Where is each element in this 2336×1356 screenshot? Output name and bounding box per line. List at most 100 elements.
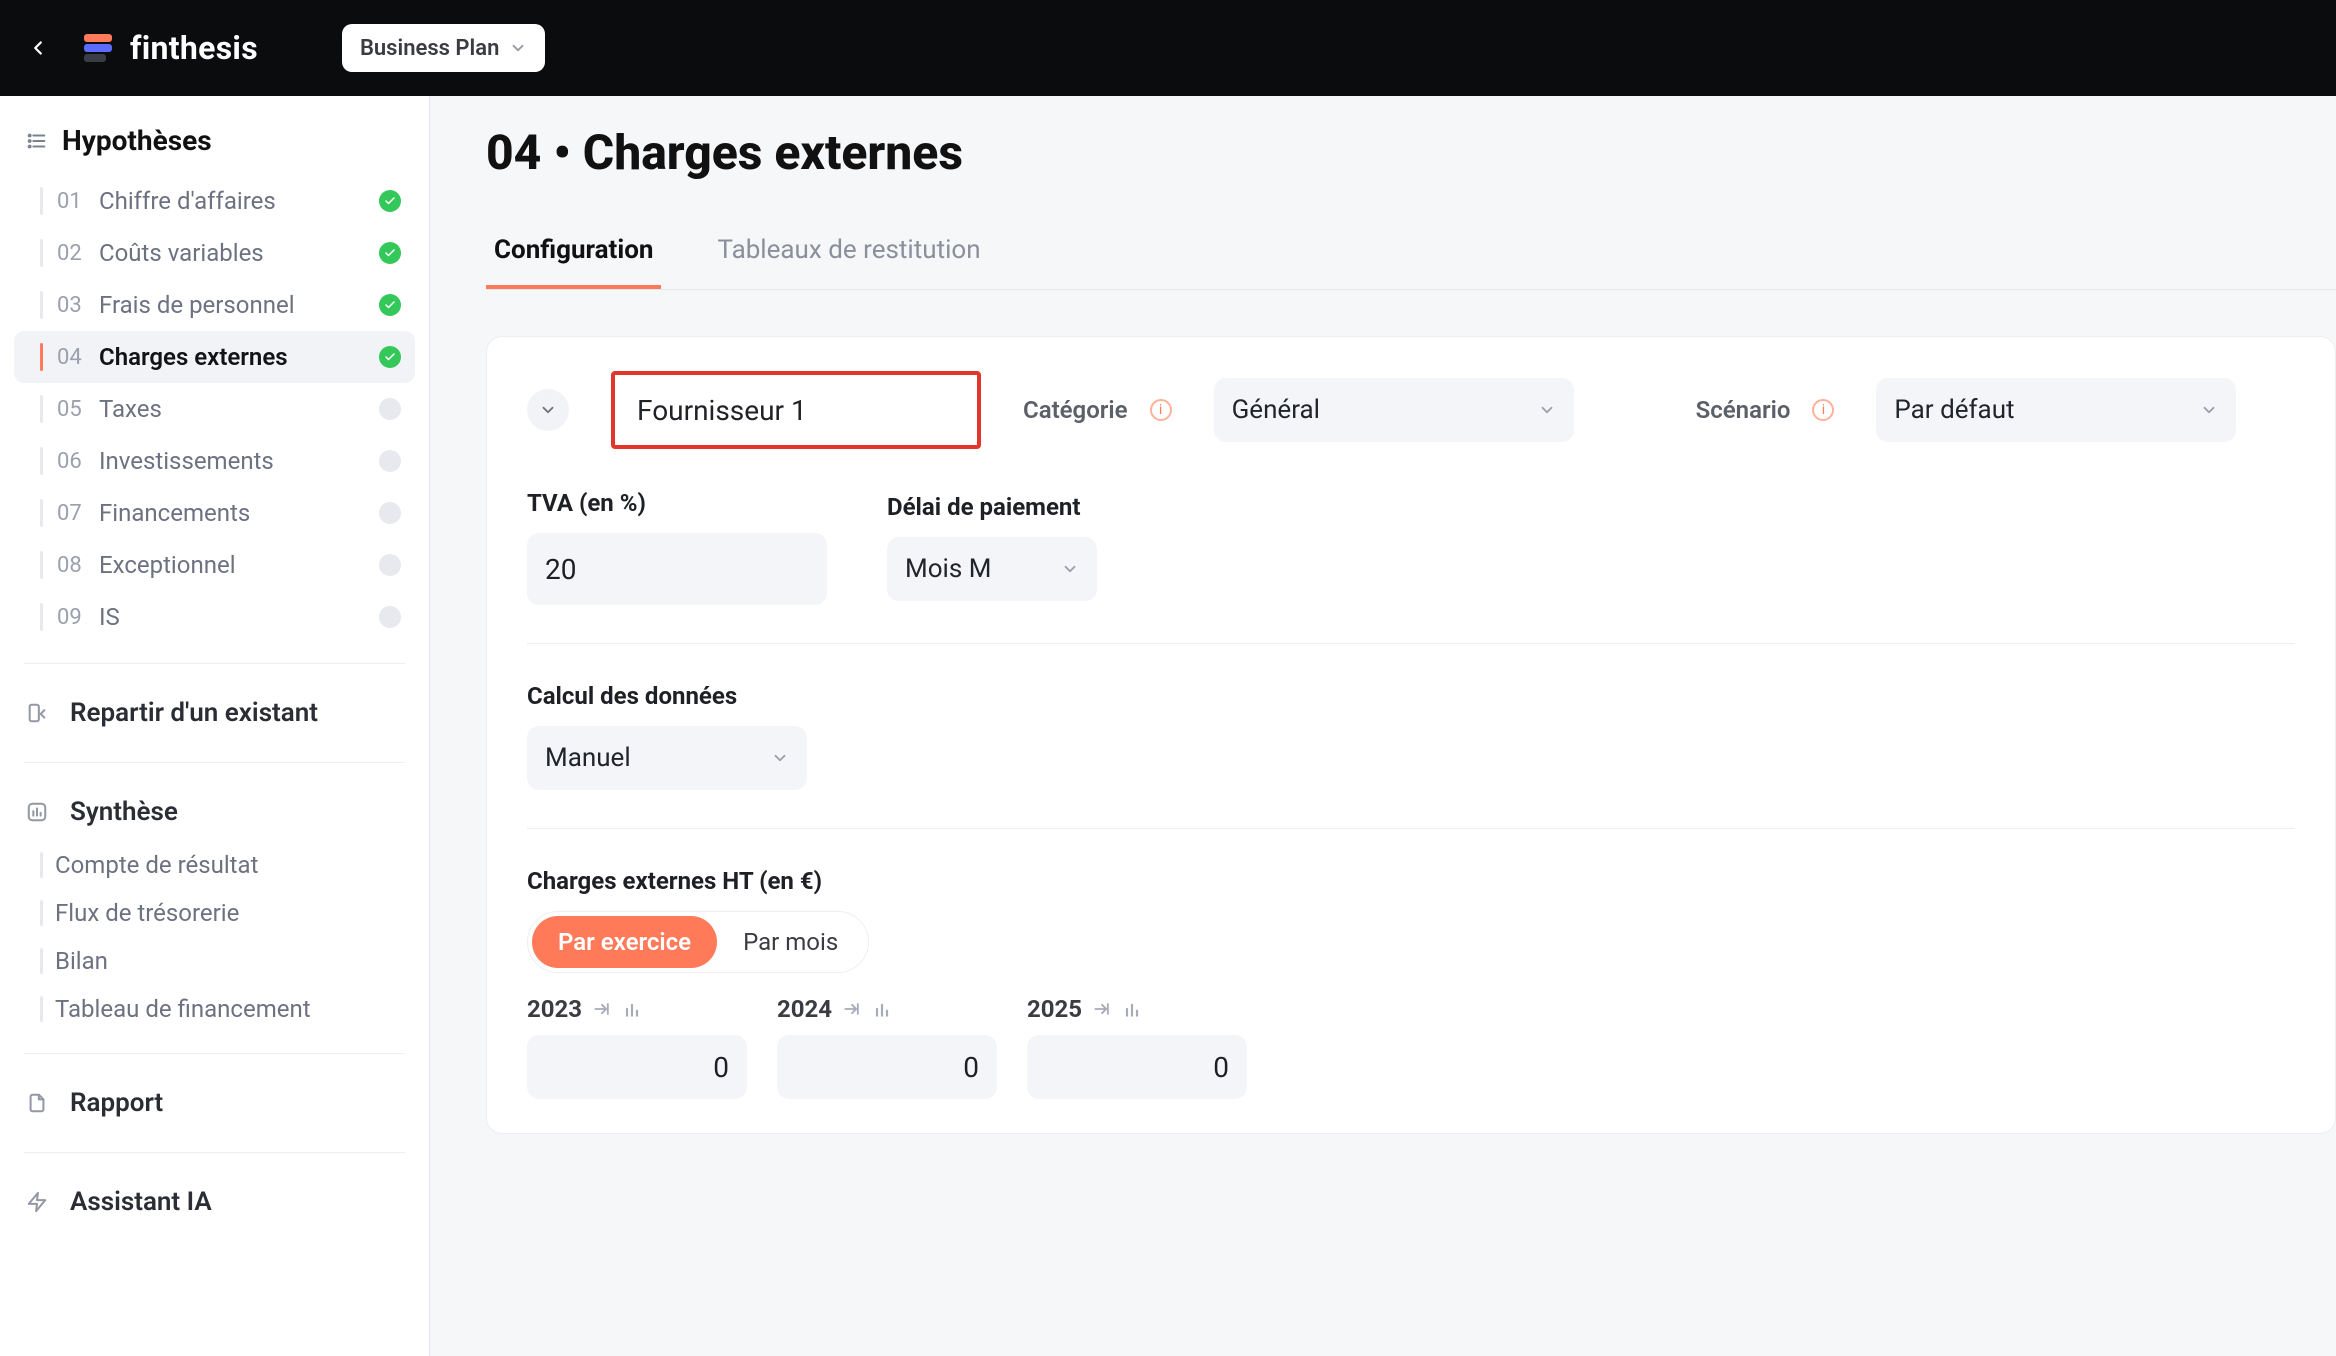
delai-select[interactable]: Mois M: [887, 537, 1097, 601]
year-value: 0: [963, 1051, 979, 1084]
sidebar-synth-label: Bilan: [55, 947, 108, 975]
sidebar-item-bar: [40, 551, 43, 579]
sidebar-synthese-link[interactable]: Synthèse: [14, 783, 415, 841]
collapse-toggle[interactable]: [527, 389, 569, 431]
status-badge-icon: [379, 294, 401, 316]
delai-value: Mois M: [905, 554, 991, 584]
sidebar-item-label: Taxes: [99, 395, 162, 423]
sidebar-item-label: Investissements: [99, 447, 274, 475]
scenario-label: Scénario: [1696, 396, 1791, 424]
year-value-input[interactable]: 0: [777, 1035, 997, 1099]
sidebar-item-bar: [40, 187, 43, 215]
sidebar-item-bar: [40, 291, 43, 319]
sidebar-item-09[interactable]: 09IS: [14, 591, 415, 643]
sidebar-synthese-title: Synthèse: [70, 797, 178, 827]
tab-configuration[interactable]: Configuration: [486, 221, 661, 289]
sidebar-item-num: 03: [57, 293, 85, 318]
sidebar-item-num: 05: [57, 397, 85, 422]
sidebar-item-05[interactable]: 05 Taxes: [14, 383, 415, 435]
tab-restitution[interactable]: Tableaux de restitution: [709, 221, 988, 289]
sidebar-synth-item-2[interactable]: Bilan: [14, 937, 415, 985]
sidebar: Hypothèses 01Chiffre d'affaires02Coûts v…: [0, 96, 430, 1356]
year-value: 0: [713, 1051, 729, 1084]
sidebar-item-num: 08: [57, 553, 85, 578]
delai-label: Délai de paiement: [887, 493, 1097, 521]
sidebar-assistant-link[interactable]: Assistant IA: [14, 1173, 415, 1231]
sidebar-item-label: Chiffre d'affaires: [99, 187, 276, 215]
sidebar-item-label: Charges externes: [99, 343, 288, 371]
year-column-2024: 20240: [777, 995, 997, 1099]
status-badge-icon: [379, 242, 401, 264]
sidebar-divider: [24, 663, 405, 664]
calc-select[interactable]: Manuel: [527, 726, 807, 790]
sidebar-item-03[interactable]: 03Frais de personnel: [14, 279, 415, 331]
info-icon[interactable]: i: [1150, 399, 1172, 421]
plan-dropdown[interactable]: Business Plan: [342, 24, 545, 72]
tva-input[interactable]: 20: [527, 533, 827, 605]
sidebar-synth-label: Tableau de financement: [55, 995, 311, 1023]
year-column-2025: 2025 0: [1027, 995, 1247, 1099]
status-badge-icon: [379, 554, 401, 576]
brand-name: finthesis: [130, 29, 258, 67]
year-label: 2025: [1027, 995, 1082, 1023]
sidebar-item-01[interactable]: 01Chiffre d'affaires: [14, 175, 415, 227]
supplier-name-value: Fournisseur 1: [637, 394, 807, 427]
scenario-select[interactable]: Par défaut: [1876, 378, 2236, 442]
calc-value: Manuel: [545, 743, 631, 773]
sidebar-assistant-label: Assistant IA: [70, 1187, 212, 1217]
import-icon: [26, 702, 54, 724]
sidebar-report-link[interactable]: Rapport: [14, 1074, 415, 1132]
charges-label: Charges externes HT (en €): [527, 867, 2295, 895]
sidebar-item-num: 07: [57, 501, 85, 526]
bars-icon[interactable]: [622, 999, 642, 1019]
page-title: 04 • Charges externes: [486, 124, 2336, 221]
arrow-end-icon[interactable]: [842, 999, 862, 1019]
year-value-input[interactable]: 0: [1027, 1035, 1247, 1099]
sidebar-item-02[interactable]: 02Coûts variables: [14, 227, 415, 279]
sidebar-restart-link[interactable]: Repartir d'un existant: [14, 684, 415, 742]
scenario-value: Par défaut: [1894, 395, 2014, 425]
bars-icon[interactable]: [872, 999, 892, 1019]
sidebar-item-bar: [40, 499, 43, 527]
segment-exercice[interactable]: Par exercice: [532, 916, 717, 968]
sidebar-item-04[interactable]: 04Charges externes: [14, 331, 415, 383]
segment-mois[interactable]: Par mois: [717, 916, 864, 968]
sidebar-item-bar: [40, 343, 43, 371]
charges-segment: Par exercice Par mois: [527, 911, 869, 973]
sidebar-item-06[interactable]: 06 Investissements: [14, 435, 415, 487]
sidebar-item-label: Coûts variables: [99, 239, 264, 267]
sidebar-item-bar: [40, 603, 43, 631]
logo-mark-icon: [80, 30, 116, 66]
card-divider: [527, 828, 2295, 829]
chevron-down-icon: [1061, 560, 1079, 578]
plan-dropdown-label: Business Plan: [360, 36, 499, 61]
back-button[interactable]: [20, 30, 56, 66]
arrow-end-icon[interactable]: [1092, 999, 1112, 1019]
tva-label: TVA (en %): [527, 489, 827, 517]
sidebar-item-num: 06: [57, 449, 85, 474]
bars-icon[interactable]: [1122, 999, 1142, 1019]
main-content: 04 • Charges externes Configuration Tabl…: [430, 96, 2336, 1356]
year-value-input[interactable]: 0: [527, 1035, 747, 1099]
sidebar-item-07[interactable]: 07Financements: [14, 487, 415, 539]
sidebar-synth-item-3[interactable]: Tableau de financement: [14, 985, 415, 1033]
sidebar-divider: [24, 762, 405, 763]
category-label: Catégorie: [1023, 396, 1128, 424]
list-icon: [26, 130, 48, 152]
sidebar-synth-item-1[interactable]: Flux de trésorerie: [14, 889, 415, 937]
sidebar-restart-label: Repartir d'un existant: [70, 698, 318, 728]
sidebar-synth-label: Compte de résultat: [55, 851, 258, 879]
brand-logo: finthesis: [80, 29, 258, 67]
arrow-end-icon[interactable]: [592, 999, 612, 1019]
sidebar-section-title: Hypothèses: [62, 124, 212, 157]
info-icon[interactable]: i: [1812, 399, 1834, 421]
sidebar-item-bar: [40, 395, 43, 423]
tva-value: 20: [545, 553, 576, 586]
sidebar-item-08[interactable]: 08Exceptionnel: [14, 539, 415, 591]
supplier-name-input[interactable]: Fournisseur 1: [611, 371, 981, 449]
category-select[interactable]: Général: [1214, 378, 1574, 442]
document-icon: [26, 1092, 54, 1114]
sidebar-item-bar: [40, 900, 43, 926]
sidebar-item-label: IS: [99, 603, 120, 631]
sidebar-synth-item-0[interactable]: Compte de résultat: [14, 841, 415, 889]
